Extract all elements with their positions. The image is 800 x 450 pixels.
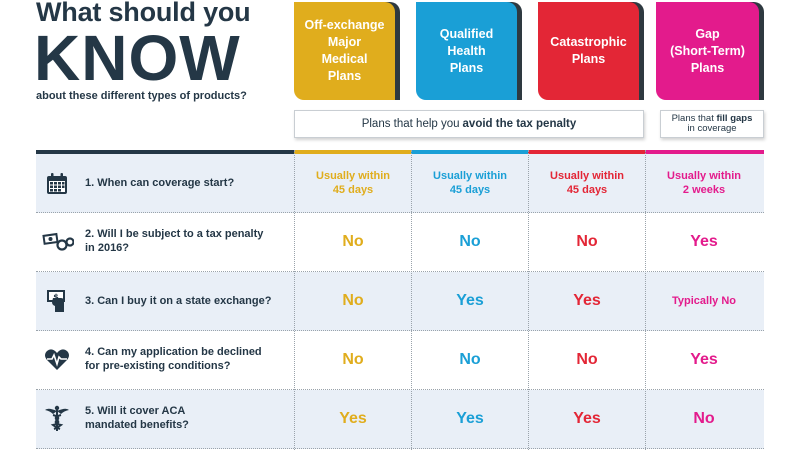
calendar-icon: [44, 171, 70, 197]
answer-off-exchange: No: [342, 292, 364, 309]
question-text: 5. Will it cover ACA mandated benefits?: [85, 405, 189, 431]
gap-box-suffix: in coverage: [687, 123, 737, 134]
answer-off-exchange: No: [342, 351, 364, 368]
answer-qualified: No: [459, 233, 481, 250]
gap-box-bold: fill gaps: [716, 113, 753, 124]
card-label: Gap (Short-Term) Plans: [670, 26, 745, 75]
heart-pulse-icon: [44, 347, 70, 373]
table-row: 5. Will it cover ACA mandated benefits? …: [36, 390, 764, 449]
fill-gaps-box: Plans that fill gaps in coverage: [660, 110, 764, 138]
answer-qualified: Yes: [456, 410, 484, 427]
table-row: 1. When can coverage start? Usually with…: [36, 154, 764, 213]
answer-off-exchange: Yes: [339, 410, 367, 427]
column-divider: [294, 150, 295, 450]
table-row: 2. Will I be subject to a tax penalty in…: [36, 213, 764, 272]
answer-gap: Yes: [690, 351, 718, 368]
column-top-gap: [645, 150, 764, 154]
answer-gap: Usually within 2 weeks: [667, 170, 741, 196]
title-know: KNOW: [34, 22, 241, 94]
card-label: Qualified Health Plans: [439, 26, 494, 75]
card-label: Catastrophic Plans: [550, 35, 627, 66]
card-gap: Gap (Short-Term) Plans: [656, 2, 759, 100]
answer-catastrophic: Yes: [573, 410, 601, 427]
card-label: Off-exchange Major Medical Plans: [304, 18, 385, 83]
column-divider: [645, 150, 646, 450]
card-off-exchange: Off-exchange Major Medical Plans: [294, 2, 395, 100]
question-text: 4. Can my application be declined for pr…: [85, 346, 262, 372]
answer-qualified: Usually within 45 days: [433, 170, 507, 196]
table-row: 4. Can my application be declined for pr…: [36, 331, 764, 390]
answer-qualified: No: [459, 351, 481, 368]
title-line-1: What should you: [36, 0, 251, 27]
column-top-questions: [36, 150, 294, 154]
card-catastrophic: Catastrophic Plans: [538, 2, 639, 100]
avoid-penalty-box: Plans that help you avoid the tax penalt…: [294, 110, 644, 138]
answer-catastrophic: Yes: [573, 292, 601, 309]
answer-gap: No: [693, 410, 715, 427]
answer-off-exchange: Usually within 45 days: [316, 170, 390, 196]
column-top-catastrophic: [528, 150, 645, 154]
table-row: $ 3. Can I buy it on a state exchange? N…: [36, 272, 764, 331]
column-divider: [528, 150, 529, 450]
hand-money-icon: $: [44, 288, 70, 314]
money-handcuffs-icon: [42, 229, 74, 255]
title-subtitle: about these different types of products?: [36, 90, 247, 102]
gap-box-prefix: Plans that: [671, 113, 714, 124]
column-top-qualified: [411, 150, 528, 154]
column-divider: [411, 150, 412, 450]
answer-catastrophic: No: [576, 351, 598, 368]
question-text: 1. When can coverage start?: [85, 177, 235, 189]
answer-gap: Yes: [690, 233, 718, 250]
answer-qualified: Yes: [456, 292, 484, 309]
answer-off-exchange: No: [342, 233, 364, 250]
question-text: 2. Will I be subject to a tax penalty in…: [85, 228, 264, 254]
avoid-box-prefix: Plans that help you: [361, 118, 460, 130]
avoid-box-bold: avoid the tax penalty: [462, 118, 577, 130]
answer-gap: Typically No: [672, 295, 736, 307]
comparison-table: 1. When can coverage start? Usually with…: [36, 150, 764, 450]
column-top-off-exchange: [294, 150, 411, 154]
answer-catastrophic: Usually within 45 days: [550, 170, 624, 196]
question-text: 3. Can I buy it on a state exchange?: [85, 295, 272, 307]
answer-catastrophic: No: [576, 233, 598, 250]
caduceus-icon: [44, 405, 70, 432]
card-qualified-health: Qualified Health Plans: [416, 2, 517, 100]
svg-text:$: $: [53, 293, 59, 302]
